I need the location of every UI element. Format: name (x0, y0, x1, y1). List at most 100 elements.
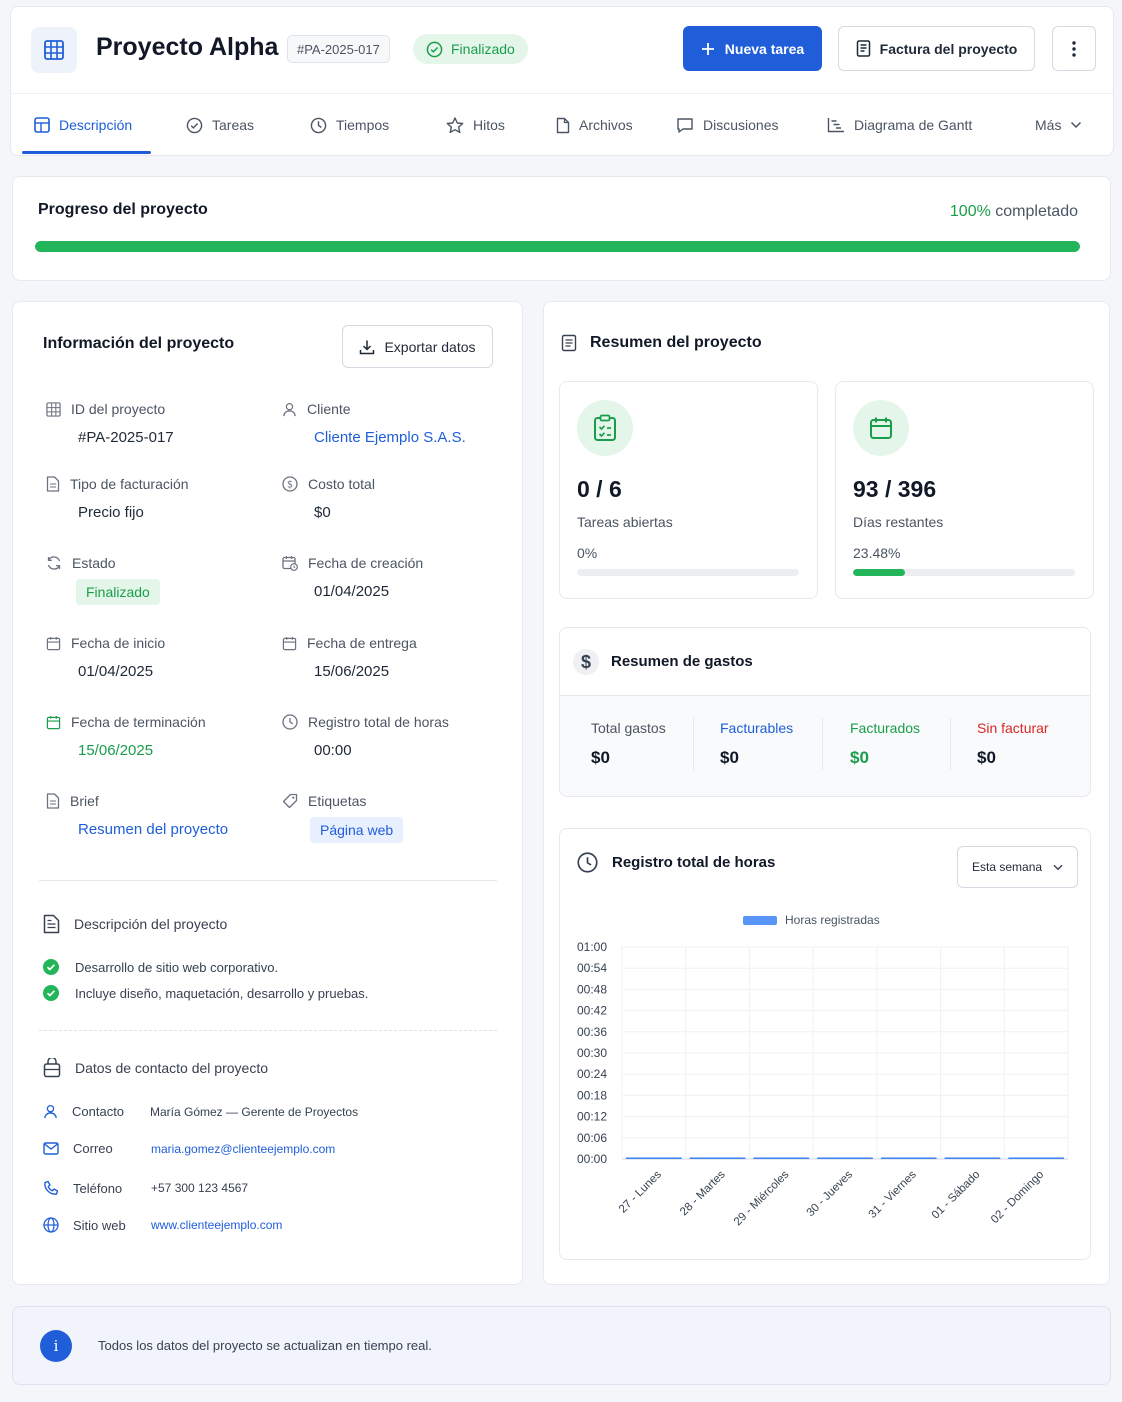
contact-label: Contacto (72, 1104, 125, 1119)
field-value: 15/06/2025 (78, 742, 154, 759)
phone-icon (44, 1180, 59, 1195)
client-link[interactable]: Cliente Ejemplo S.A.S. (314, 429, 466, 446)
project-header: Proyecto Alpha #PA-2025-017 Finalizado N… (10, 6, 1115, 157)
contact-label: Teléfono (73, 1180, 123, 1196)
export-data-button[interactable]: Exportar datos (342, 325, 493, 368)
remaining-days-bar (853, 569, 1075, 576)
tag-icon (282, 793, 298, 809)
open-tasks-stat: 0 / 6 Tareas abiertas 0% (559, 381, 818, 599)
refresh-icon (47, 556, 61, 570)
field-value: 00:00 (314, 742, 352, 759)
contact-label: Correo (73, 1141, 113, 1156)
tab-discussions[interactable]: Discusiones (676, 94, 778, 156)
field-tags: Etiquetas Página web (282, 793, 404, 843)
hours-heading: Registro total de horas (577, 852, 775, 873)
field-label: Costo total (308, 476, 375, 492)
summary-title: Resumen del proyecto (590, 334, 762, 351)
status-badge: Finalizado (413, 34, 528, 64)
check-circle-icon (186, 117, 203, 133)
summary-heading: Resumen del proyecto (561, 334, 762, 352)
field-label: Tipo de facturación (70, 476, 189, 492)
realtime-notice-text: Todos los datos del proyecto se actualiz… (98, 1338, 432, 1353)
x-tick-label: 02 - Domingo (989, 1169, 1046, 1226)
bar (1008, 1157, 1064, 1159)
file-icon (556, 117, 570, 133)
bar (880, 1157, 937, 1159)
tag-chip[interactable]: Página web (310, 817, 404, 843)
field-brief: Brief Resumen del proyecto (46, 793, 228, 838)
expenses-total: Total gastos $0 (591, 720, 666, 768)
field-value: 15/06/2025 (314, 663, 390, 680)
field-label: Fecha de creación (308, 555, 424, 571)
chat-icon (677, 117, 693, 133)
field-label: Cliente (307, 401, 351, 417)
y-tick-label: 00:36 (577, 1025, 607, 1039)
field-value: $0 (314, 504, 331, 521)
tab-gantt[interactable]: Diagrama de Gantt (827, 94, 972, 156)
grid-icon (46, 401, 61, 417)
contact-row-website: Sitio web www.clienteejemplo.com (43, 1217, 282, 1233)
field-finish-date: Fecha de terminación 15/06/2025 (46, 714, 206, 759)
expenses-billable-label: Facturables (720, 720, 794, 736)
project-info-card: Información del proyecto Exportar datos … (12, 301, 523, 1285)
divider (693, 718, 694, 770)
bar (626, 1157, 682, 1159)
project-id-badge: #PA-2025-017 (287, 35, 390, 63)
project-progress-card: Progreso del proyecto 100% completado (12, 176, 1111, 281)
contact-heading: Datos de contacto del proyecto (43, 1058, 268, 1078)
document-icon (46, 793, 60, 809)
contact-label: Sitio web (73, 1217, 126, 1233)
calendar-icon (282, 636, 297, 650)
tab-milestones[interactable]: Hitos (446, 94, 505, 156)
brief-link[interactable]: Resumen del proyecto (78, 821, 229, 838)
clipboard-icon (561, 334, 577, 352)
y-tick-label: 00:06 (577, 1131, 607, 1145)
realtime-notice: i Todos los datos del proyecto se actual… (12, 1306, 1111, 1385)
email-link[interactable]: maria.gomez@clienteejemplo.com (151, 1141, 336, 1156)
field-label: Fecha de entrega (307, 635, 417, 651)
user-icon (44, 1104, 57, 1119)
tab-files[interactable]: Archivos (556, 94, 633, 156)
remaining-days-bar-fill (853, 569, 906, 576)
expenses-billed-value: $0 (850, 748, 869, 767)
field-value: Precio fijo (78, 504, 144, 521)
layout-icon (34, 117, 50, 133)
website-link[interactable]: www.clienteejemplo.com (151, 1218, 283, 1232)
project-tabs: Descripción Tareas Tiempos Hitos Archivo… (11, 93, 1115, 157)
y-tick-label: 00:18 (577, 1088, 607, 1102)
divider (822, 718, 823, 770)
description-title: Descripción del proyecto (74, 916, 228, 932)
y-tick-label: 00:24 (577, 1067, 607, 1081)
bar (753, 1157, 810, 1159)
field-created: Fecha de creación 01/04/2025 (282, 555, 423, 600)
info-icon: i (40, 1330, 72, 1362)
open-tasks-percent: 0% (577, 545, 598, 561)
legend-label: Horas registradas (785, 913, 880, 927)
expenses-header: $ Resumen de gastos (560, 628, 1090, 696)
tab-description[interactable]: Descripción (34, 94, 132, 156)
project-invoice-label: Factura del proyecto (879, 40, 1018, 57)
expenses-total-label: Total gastos (591, 720, 666, 736)
date-range-value: Esta semana (972, 860, 1043, 874)
more-options-button[interactable] (1052, 26, 1096, 71)
date-range-select[interactable]: Esta semana (957, 846, 1078, 888)
field-label: Fecha de inicio (71, 635, 166, 651)
progress-percent-suffix: completado (995, 203, 1078, 220)
chevron-down-icon (1053, 864, 1063, 870)
tab-label: Hitos (473, 117, 505, 133)
progress-bar-fill (35, 241, 1080, 252)
project-invoice-button[interactable]: Factura del proyecto (838, 26, 1035, 71)
expenses-billable: Facturables $0 (720, 720, 793, 768)
x-tick-label: 29 - Miércoles (732, 1168, 792, 1228)
tab-tasks[interactable]: Tareas (186, 94, 254, 156)
clock-icon (577, 852, 598, 873)
new-task-button[interactable]: Nueva tarea (683, 26, 822, 71)
progress-percent: 100% completado (950, 203, 1078, 221)
x-tick-label: 31 - Viernes (867, 1168, 919, 1220)
progress-percent-value: 100% (949, 203, 991, 220)
tab-time[interactable]: Tiempos (310, 94, 389, 156)
tab-more[interactable]: Más (1035, 94, 1082, 156)
x-tick-label: 30 - Jueves (805, 1168, 856, 1219)
remaining-days-label: Días restantes (853, 514, 944, 530)
field-value: 01/04/2025 (314, 583, 390, 600)
